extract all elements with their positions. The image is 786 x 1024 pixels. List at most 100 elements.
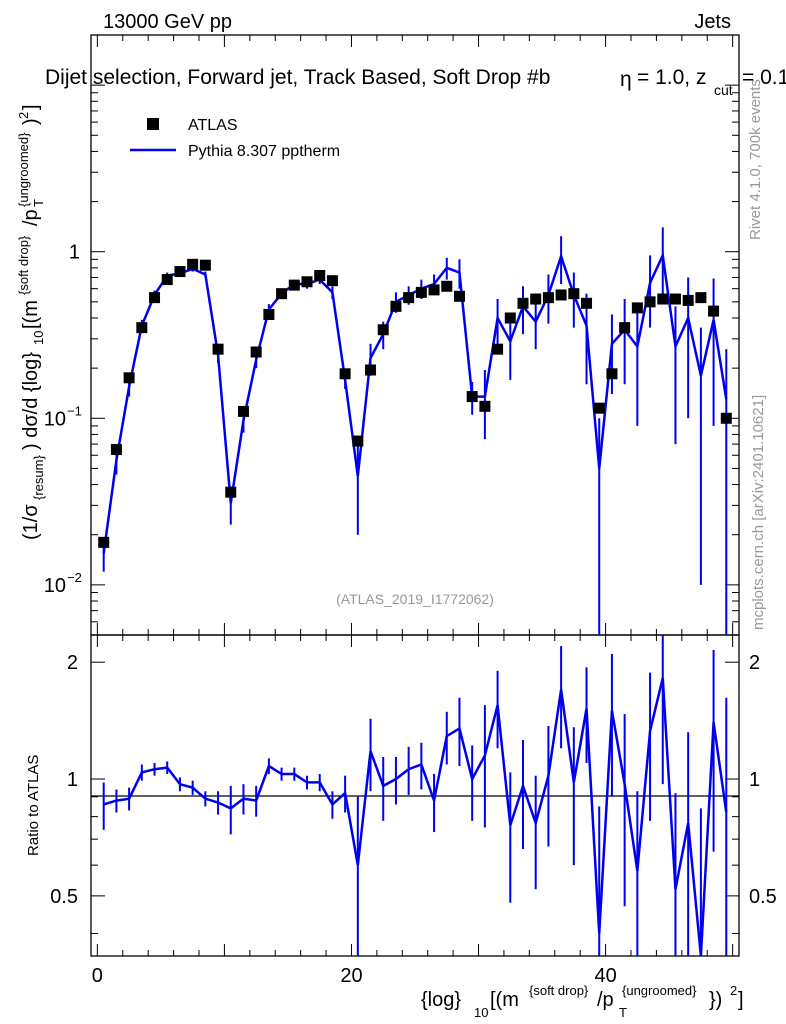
svg-text:10: 10 xyxy=(474,1005,488,1020)
atlas-data-point xyxy=(682,294,694,306)
svg-text:10: 10 xyxy=(31,331,46,345)
svg-text:T: T xyxy=(31,199,46,207)
xlabel: {log} 10 [(m {soft drop} /p T {ungroomed… xyxy=(421,983,744,1020)
svg-text:2: 2 xyxy=(730,983,737,998)
atlas-data-point xyxy=(517,297,529,309)
y-tick-label-bottom-right: 0.5 xyxy=(749,886,777,908)
svg-text:{resum}: {resum} xyxy=(31,455,46,500)
atlas-data-point xyxy=(123,372,135,384)
plot-title-text: Dijet selection, Forward jet, Track Base… xyxy=(45,66,550,89)
svg-text:}): }) xyxy=(709,989,722,1011)
atlas-data-point xyxy=(657,293,669,305)
atlas-data-point xyxy=(136,322,148,334)
title-end: = 0.1 xyxy=(742,66,786,89)
atlas-data-point xyxy=(581,297,593,309)
svg-text:{log}: {log} xyxy=(421,989,461,1011)
atlas-data-point xyxy=(390,300,402,312)
atlas-data-point xyxy=(326,275,338,287)
atlas-data-point xyxy=(212,343,224,355)
atlas-data-point xyxy=(403,292,415,304)
atlas-data-point xyxy=(631,302,643,314)
title-tail: = 1.0, z xyxy=(637,66,706,89)
x-tick-label: 0 xyxy=(92,965,103,987)
atlas-data-point xyxy=(453,290,465,302)
atlas-data-point xyxy=(174,266,186,278)
atlas-data-point xyxy=(504,312,516,324)
atlas-data-point xyxy=(708,305,720,317)
y-tick-label-top: 10 xyxy=(44,408,66,430)
y-tick-label-bottom: 2 xyxy=(67,652,78,674)
atlas-data-point xyxy=(339,368,351,380)
atlas-data-point xyxy=(606,368,618,380)
svg-text:]: ] xyxy=(738,989,744,1011)
atlas-data-point xyxy=(492,343,504,355)
atlas-data-point xyxy=(466,391,478,403)
atlas-data-point xyxy=(428,284,440,296)
atlas-data-point xyxy=(530,293,542,305)
svg-text:): ) xyxy=(20,118,42,125)
atlas-data-point xyxy=(352,435,364,447)
atlas-data-point xyxy=(98,536,110,548)
y-tick-label-top: 10 xyxy=(44,575,66,597)
atlas-data-point xyxy=(644,296,656,308)
analysis-id: (ATLAS_2019_I1772062) xyxy=(336,591,494,607)
ratio-series-layer xyxy=(102,635,728,957)
top-series-layer xyxy=(98,227,732,635)
svg-text:/p: /p xyxy=(597,989,614,1011)
atlas-data-point xyxy=(619,322,631,334)
y-tick-label-bottom: 1 xyxy=(67,769,78,791)
atlas-data-point xyxy=(237,405,249,417)
atlas-data-point xyxy=(568,288,580,300)
axis-ticks xyxy=(91,34,739,956)
atlas-data-point xyxy=(365,364,377,376)
atlas-data-point xyxy=(187,258,199,270)
atlas-data-point xyxy=(263,308,275,320)
mc-line xyxy=(102,251,728,554)
atlas-data-point xyxy=(149,292,161,304)
atlas-data-point xyxy=(542,292,554,304)
svg-text:{soft drop}: {soft drop} xyxy=(16,235,31,295)
title-cut-subscript: cut xyxy=(714,82,733,98)
category-label: Jets xyxy=(694,11,731,33)
atlas-data-point xyxy=(161,274,173,286)
svg-text:{soft drop}: {soft drop} xyxy=(529,983,589,998)
y-tick-label-top-exponent: −2 xyxy=(67,570,82,585)
y-tick-label-top-exponent: −1 xyxy=(67,403,82,418)
energy-label: 13000 GeV pp xyxy=(103,11,232,33)
y-tick-label-bottom-right: 1 xyxy=(749,769,760,791)
svg-text:[(m: [(m xyxy=(490,989,519,1011)
atlas-data-point xyxy=(555,289,567,301)
atlas-data-point xyxy=(301,276,313,288)
atlas-data-point xyxy=(377,324,389,336)
atlas-data-point xyxy=(695,292,707,304)
atlas-data-point xyxy=(110,443,122,455)
atlas-data-point xyxy=(720,412,732,424)
svg-text:/p: /p xyxy=(20,209,42,226)
svg-text:[(m: [(m xyxy=(20,300,42,329)
atlas-data-point xyxy=(593,402,605,414)
legend: ATLAS Pythia 8.307 pptherm xyxy=(130,117,340,160)
y-tick-label-bottom-right: 2 xyxy=(749,652,760,674)
atlas-data-point xyxy=(314,269,326,281)
legend-atlas-label: ATLAS xyxy=(188,117,238,134)
atlas-data-point xyxy=(276,288,288,300)
atlas-data-point xyxy=(441,280,453,292)
atlas-data-point xyxy=(415,286,427,298)
ylabel-top: (1/σ {resum} ) dσ/d {log} 10 [(m {soft d… xyxy=(16,104,46,540)
ylabel-bottom: Ratio to ATLAS xyxy=(25,755,42,856)
y-tick-label-top: 1 xyxy=(69,242,80,264)
svg-text:T: T xyxy=(619,1005,627,1020)
svg-text:{ungroomed}: {ungroomed} xyxy=(16,132,31,207)
atlas-data-point xyxy=(669,293,681,305)
plot-title: Dijet selection, Forward jet, Track Base… xyxy=(45,66,786,98)
svg-text:(1/σ: (1/σ xyxy=(20,504,42,540)
title-eta-symbol: η xyxy=(620,68,632,91)
x-tick-label: 20 xyxy=(340,965,362,987)
atlas-data-point xyxy=(225,486,237,498)
mcplots-label: mcplots.cern.ch [arXiv:2401.10621] xyxy=(750,395,767,630)
svg-text:]: ] xyxy=(20,104,42,110)
svg-text:{ungroomed}: {ungroomed} xyxy=(622,983,697,998)
x-tick-label: 40 xyxy=(594,965,616,987)
